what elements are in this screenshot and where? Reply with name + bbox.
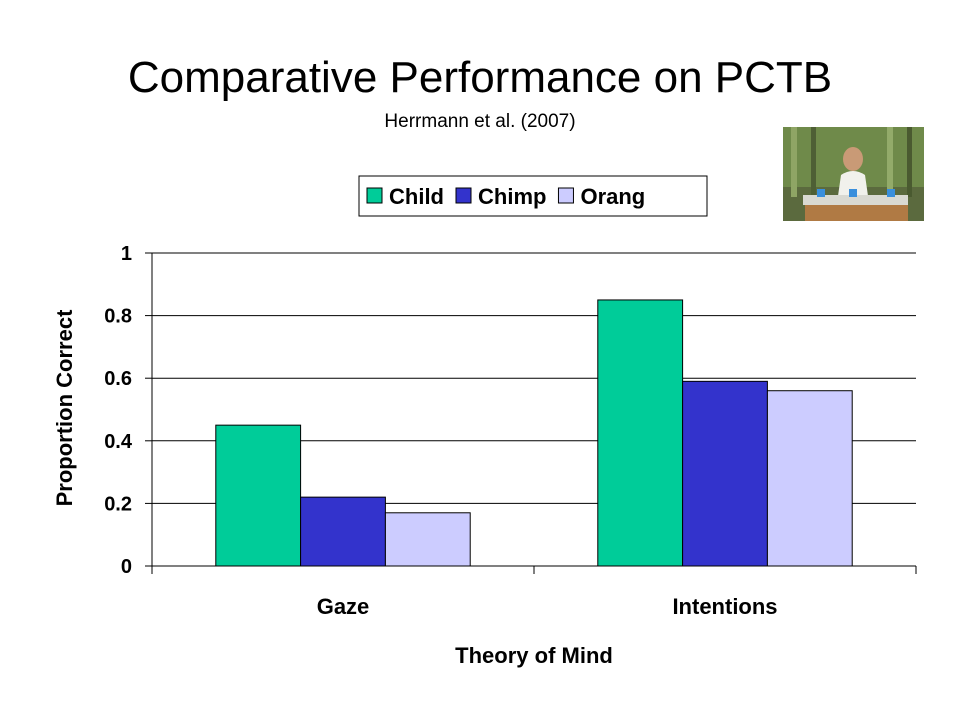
slide-subtitle: Herrmann et al. (2007) [384, 111, 576, 132]
y-tick-label: 0 [121, 556, 132, 578]
x-tick-label: Intentions [672, 594, 777, 619]
bar-child-intentions [597, 299, 684, 567]
y-tick-label: 0.6 [104, 368, 132, 390]
bar-chimp-gaze [300, 496, 386, 567]
bar-orang-intentions [766, 390, 853, 567]
y-tick-label: 1 [121, 243, 132, 265]
bar-orang-gaze [384, 512, 471, 567]
y-tick-label: 0.2 [104, 493, 132, 515]
legend-swatch-orang [557, 187, 574, 204]
slide-title: Comparative Performance on PCTB [127, 53, 833, 102]
experiment-photo [783, 127, 924, 221]
bar-chimp-intentions [682, 380, 768, 567]
legend-label-child: Child [389, 184, 444, 209]
x-axis-label: Theory of Mind [455, 643, 613, 668]
legend-box [358, 175, 708, 217]
legend-swatch-chimp [455, 187, 472, 204]
y-tick-label: 0.4 [104, 431, 133, 453]
y-tick-label: 0.8 [104, 306, 132, 328]
legend-label-orang: Orang [580, 184, 645, 209]
bar-child-gaze [215, 424, 302, 567]
y-axis-label: Proportion Correct [52, 309, 77, 506]
x-tick-label: Gaze [317, 594, 370, 619]
legend-label-chimp: Chimp [478, 184, 546, 209]
legend-swatch-child [366, 187, 383, 204]
